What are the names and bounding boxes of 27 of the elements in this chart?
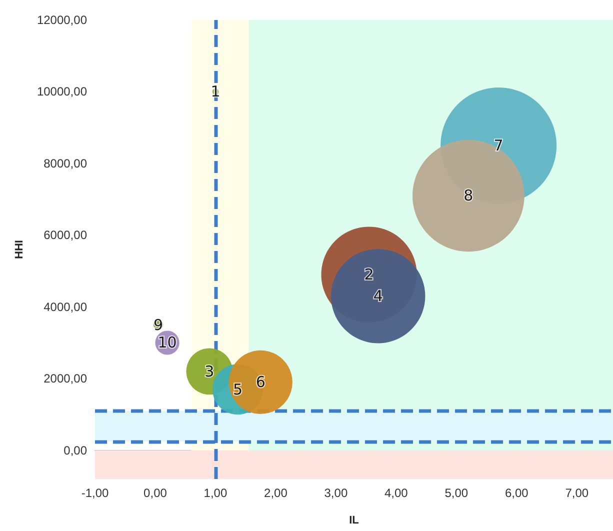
x-tick-label: 5,00 (444, 486, 468, 500)
y-tick-label: 12000,00 (36, 13, 88, 27)
x-axis-title: IL (349, 514, 360, 526)
y-axis-title: HHI (14, 240, 26, 259)
y-tick-label: 6000,00 (44, 228, 88, 242)
series-label: 4 (373, 287, 383, 306)
y-tick-label: 4000,00 (44, 300, 88, 314)
series-label: 8 (464, 186, 474, 205)
y-tick-label: 0,00 (64, 443, 88, 458)
x-tick-label: 3,00 (324, 486, 348, 500)
y-tick-label: 8000,00 (44, 156, 88, 170)
series-label: 10 (158, 334, 177, 352)
y-tick-label: 10000,00 (36, 84, 88, 99)
x-tick-label: 1,00 (204, 486, 228, 500)
x-tick-label: 4,00 (384, 486, 408, 500)
series-label: 7 (494, 136, 504, 155)
series-label: 6 (256, 373, 266, 392)
series-label: 3 (204, 362, 214, 380)
x-tick-label: -1,00 (81, 486, 109, 500)
x-tick-label: 2,00 (264, 486, 288, 500)
series-label: 2 (364, 266, 374, 284)
x-tick-label: 6,00 (504, 486, 529, 500)
x-tick-label: 7,00 (565, 486, 589, 500)
series-label: 9 (153, 316, 164, 334)
series-label: 5 (232, 380, 243, 398)
y-tick-label: 2000,00 (44, 372, 88, 386)
x-tick-label: 0,00 (144, 486, 168, 500)
